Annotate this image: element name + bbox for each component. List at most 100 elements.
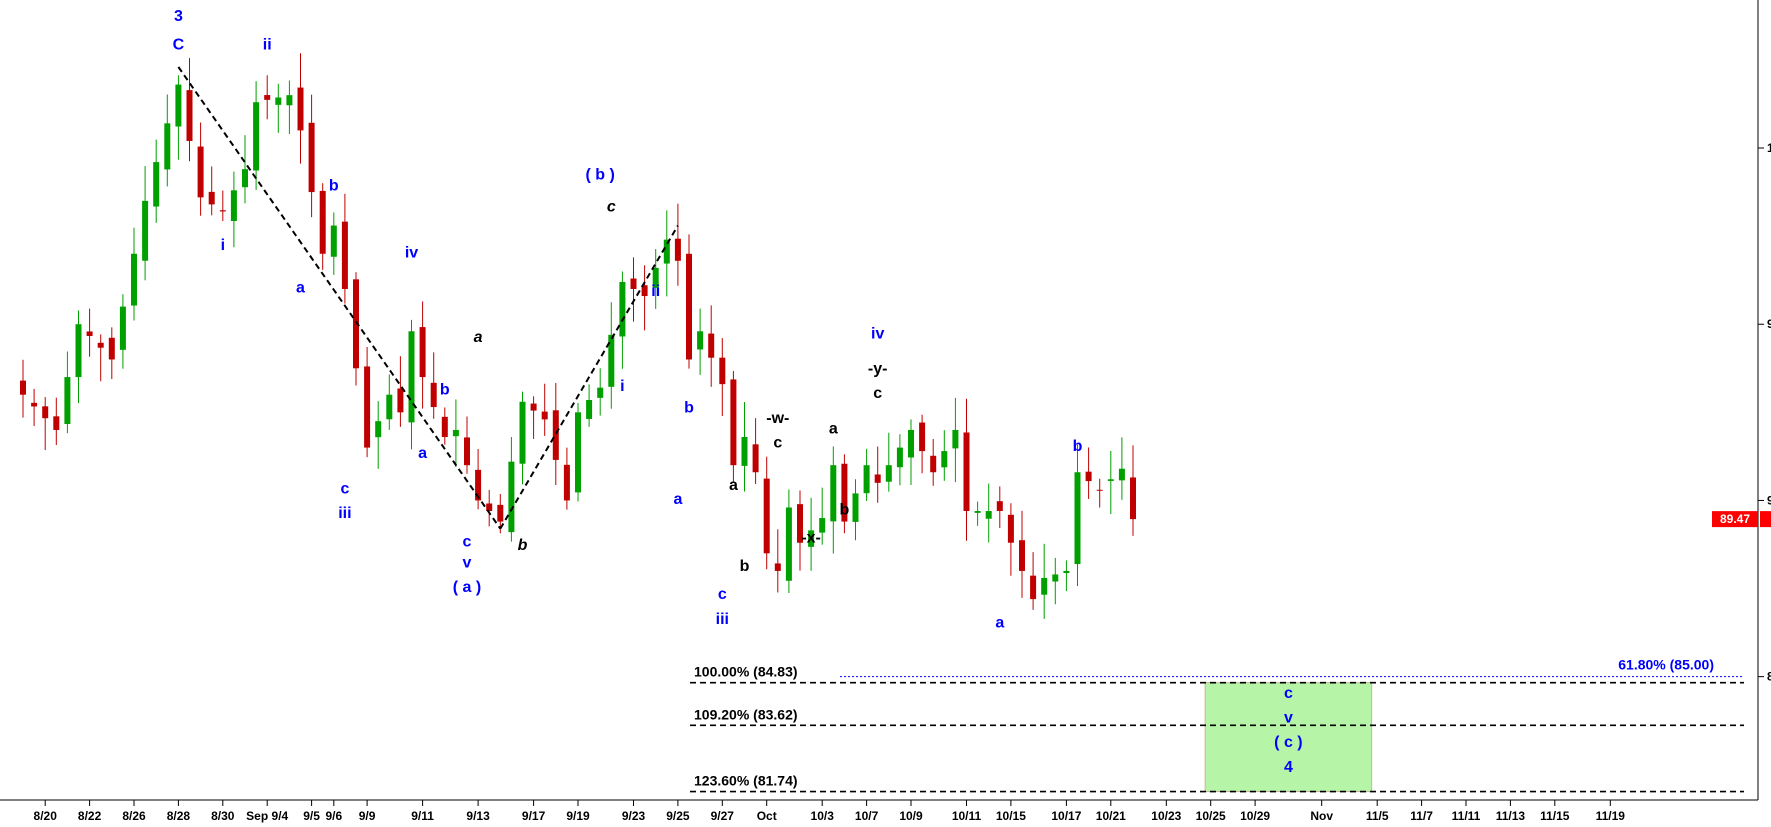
candle: [397, 356, 404, 427]
candle: [386, 374, 393, 430]
candle: [319, 183, 326, 270]
candle: [253, 81, 260, 190]
x-tick-label: 9/13: [466, 809, 490, 823]
last-price-marker: [1760, 511, 1771, 528]
candle: [608, 302, 615, 409]
candle-body: [1085, 471, 1092, 482]
candle-body: [208, 191, 215, 205]
candle-body: [175, 84, 182, 127]
candle: [641, 265, 648, 331]
candle-body: [253, 102, 260, 171]
candle: [475, 449, 482, 510]
candle-body: [197, 146, 204, 198]
candle: [575, 402, 581, 502]
candle-body: [97, 342, 104, 348]
candle: [963, 398, 970, 541]
candle-body: [119, 306, 126, 350]
candle: [264, 75, 271, 120]
candle-body: [863, 465, 870, 494]
candle-body: [286, 95, 293, 106]
x-tick-label: 9/5: [303, 809, 320, 823]
x-tick-label: 10/7: [855, 809, 879, 823]
wave-label: c: [340, 480, 349, 497]
last-price-label: 89.47: [1720, 512, 1750, 526]
x-tick-label: 9/27: [711, 809, 735, 823]
candle-body: [386, 394, 393, 420]
candle: [563, 447, 570, 510]
wave-label: c: [463, 533, 472, 550]
candle-body: [486, 503, 493, 512]
candle-body: [441, 416, 448, 438]
candle-body: [164, 123, 171, 170]
candle-body: [686, 253, 692, 360]
candle: [797, 490, 803, 571]
candle: [208, 166, 215, 216]
x-tick-label: 11/13: [1496, 809, 1526, 823]
candle: [341, 193, 348, 304]
x-tick-label: 9/6: [325, 809, 342, 823]
candle-body: [663, 239, 670, 264]
candle: [719, 338, 726, 417]
x-tick-label: 10/11: [952, 809, 982, 823]
candle: [808, 497, 815, 571]
x-tick-label: 8/26: [122, 809, 146, 823]
candle-body: [819, 518, 826, 533]
candle: [663, 210, 670, 297]
candle-body: [242, 169, 248, 188]
candle-body: [64, 377, 71, 425]
fib-level-label: 123.60% (81.74): [694, 773, 798, 789]
candle: [874, 446, 881, 503]
candle: [774, 529, 781, 593]
candle-body: [397, 388, 404, 413]
candle-body: [452, 429, 459, 437]
candle-body: [708, 333, 715, 358]
candle: [142, 166, 149, 281]
candle-body: [1130, 477, 1136, 520]
candle-body: [1019, 540, 1025, 571]
candle: [1118, 437, 1125, 500]
x-tick-label: 10/9: [899, 809, 923, 823]
candle-body: [464, 437, 470, 466]
candle-body: [586, 400, 593, 419]
candle-body: [53, 416, 60, 430]
candle: [708, 305, 715, 387]
x-tick-label: 10/17: [1051, 809, 1081, 823]
candle-body: [752, 444, 759, 473]
candle: [153, 139, 160, 223]
candle-body: [1063, 570, 1070, 574]
candle-body: [908, 429, 914, 458]
x-tick-label: 9/9: [359, 809, 376, 823]
x-tick-label: 10/3: [811, 809, 835, 823]
wave-label: c: [607, 198, 616, 215]
wave-label: 4: [1284, 759, 1293, 776]
candle: [519, 391, 526, 485]
candle: [508, 437, 515, 542]
fib-extra-label: 61.80% (85.00): [1618, 657, 1714, 673]
wave-label: b: [329, 177, 339, 194]
candlesticks-layer: [20, 53, 1136, 619]
wave-label: c: [1284, 685, 1293, 702]
candle: [930, 438, 937, 486]
y-tick-label: 95.00: [1767, 317, 1771, 331]
candle: [1041, 543, 1048, 619]
candle-body: [186, 90, 193, 141]
candle: [1052, 557, 1059, 605]
candle: [941, 430, 948, 481]
candle: [441, 407, 448, 445]
candle-body: [1074, 472, 1081, 565]
candle-body: [375, 421, 382, 438]
candle: [730, 370, 737, 483]
candle-body: [652, 267, 659, 288]
candle-body: [597, 387, 604, 398]
candle-body: [852, 493, 859, 522]
candle: [286, 80, 293, 134]
candle: [330, 212, 337, 275]
candle-body: [508, 461, 515, 533]
candle: [197, 122, 204, 216]
candle-body: [475, 469, 482, 501]
wave-label: b: [684, 399, 694, 416]
x-tick-label: 8/22: [78, 809, 102, 823]
candle-body: [774, 563, 781, 571]
